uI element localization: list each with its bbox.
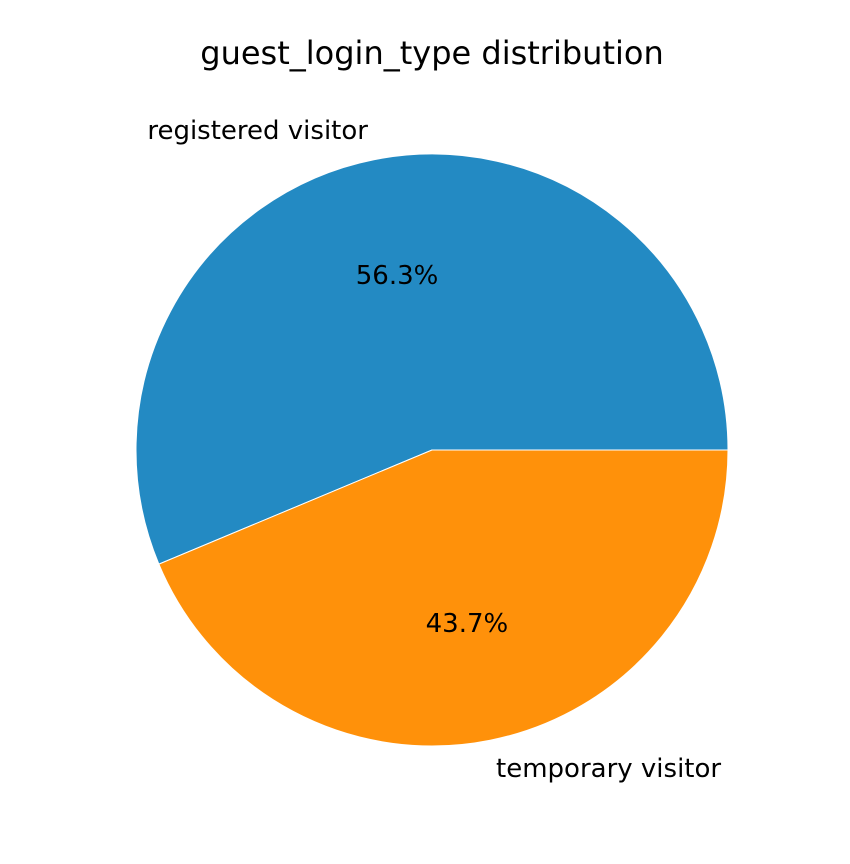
pie-slice-temporary-visitor	[158, 449, 729, 747]
chart-title: guest_login_type distribution	[200, 34, 663, 72]
slice-label-registered-visitor: registered visitor	[147, 116, 368, 146]
slice-percent-registered-visitor: 56.3%	[356, 261, 439, 291]
slice-percent-temporary-visitor: 43.7%	[426, 609, 509, 639]
pie-slices	[135, 153, 729, 747]
pie-slice-registered-visitor	[135, 153, 729, 565]
pie-labels: registered visitor 56.3% temporary visitor…	[147, 116, 721, 784]
slice-label-temporary-visitor: temporary visitor	[496, 754, 721, 784]
